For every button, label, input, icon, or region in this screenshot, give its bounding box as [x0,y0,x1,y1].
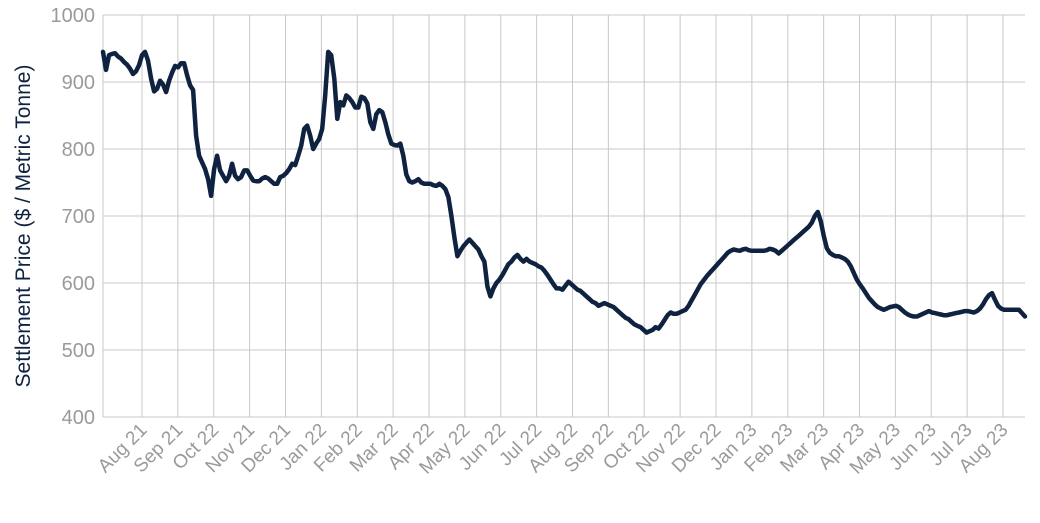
price-series-line [100,49,1028,335]
y-axis-ticks: 400 500 600 700 800 900 1000 [51,5,96,429]
y-tick-label: 700 [62,206,95,228]
y-tick-label: 800 [62,139,95,161]
y-tick-label: 900 [62,72,95,94]
y-tick-label: 500 [62,340,95,362]
y-axis-label: Settlement Price ($ / Metric Tonne) [12,65,35,388]
y-tick-label: 1000 [51,5,96,27]
y-tick-label: 400 [62,407,95,429]
grid-lines [102,14,1025,418]
y-tick-label: 600 [62,273,95,295]
